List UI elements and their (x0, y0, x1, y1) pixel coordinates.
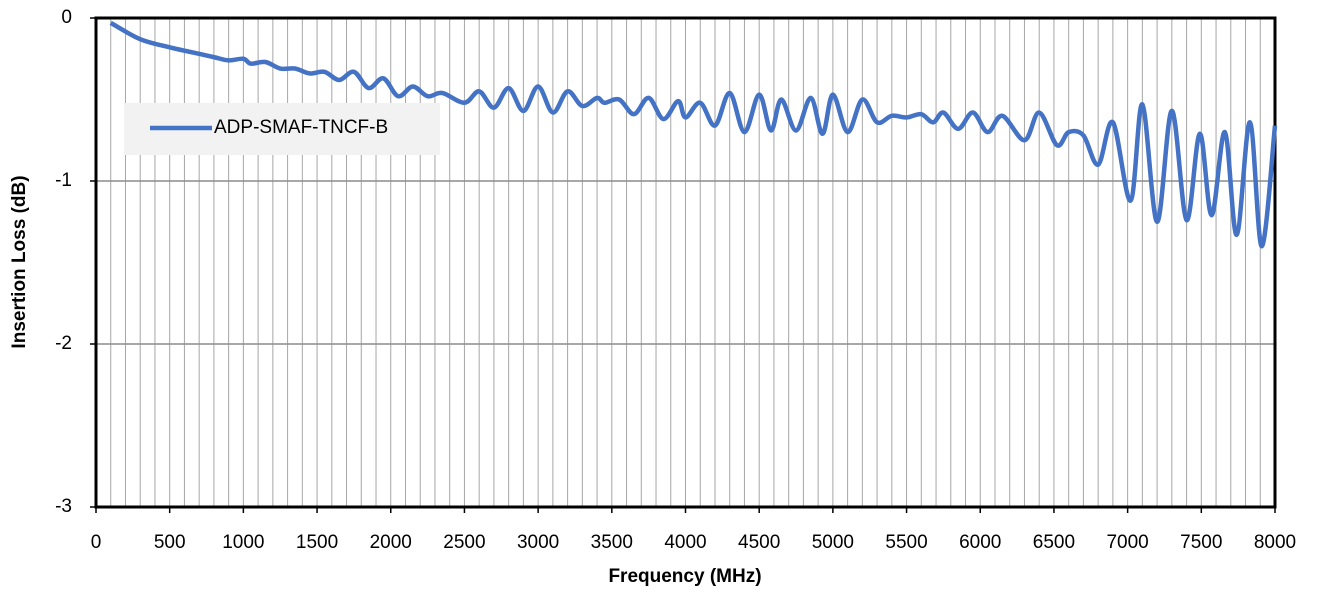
x-tick-label: 6000 (959, 532, 1001, 553)
x-tick-label: 5500 (885, 532, 927, 553)
x-tick-label: 4000 (664, 532, 706, 553)
x-tick-label: 3500 (591, 532, 633, 553)
x-tick-label: 3000 (517, 532, 559, 553)
legend-label: ADP-SMAF-TNCF-B (214, 117, 388, 138)
x-tick-label: 7500 (1180, 532, 1222, 553)
x-tick-label: 5000 (812, 532, 854, 553)
plot-border (94, 16, 1277, 509)
y-tick-label: -2 (55, 333, 72, 354)
y-tick-label: -1 (55, 170, 72, 191)
x-tick-label: 6500 (1033, 532, 1075, 553)
y-axis-title: Insertion Loss (dB) (9, 175, 30, 348)
x-tick-label: 2000 (370, 532, 412, 553)
y-tick-label: 0 (61, 7, 72, 28)
x-tick-label: 1000 (222, 532, 264, 553)
y-tick-label: -3 (55, 496, 72, 517)
series-line (109, 20, 1278, 249)
x-tick-label: 8000 (1254, 532, 1296, 553)
x-tick-label: 0 (91, 532, 102, 553)
x-tick-label: 7000 (1106, 532, 1148, 553)
x-tick-label: 500 (154, 532, 186, 553)
x-tick-label: 4500 (738, 532, 780, 553)
x-tick-label: 1500 (296, 532, 338, 553)
x-axis-title: Frequency (MHz) (608, 566, 761, 587)
x-tick-label: 2500 (443, 532, 485, 553)
